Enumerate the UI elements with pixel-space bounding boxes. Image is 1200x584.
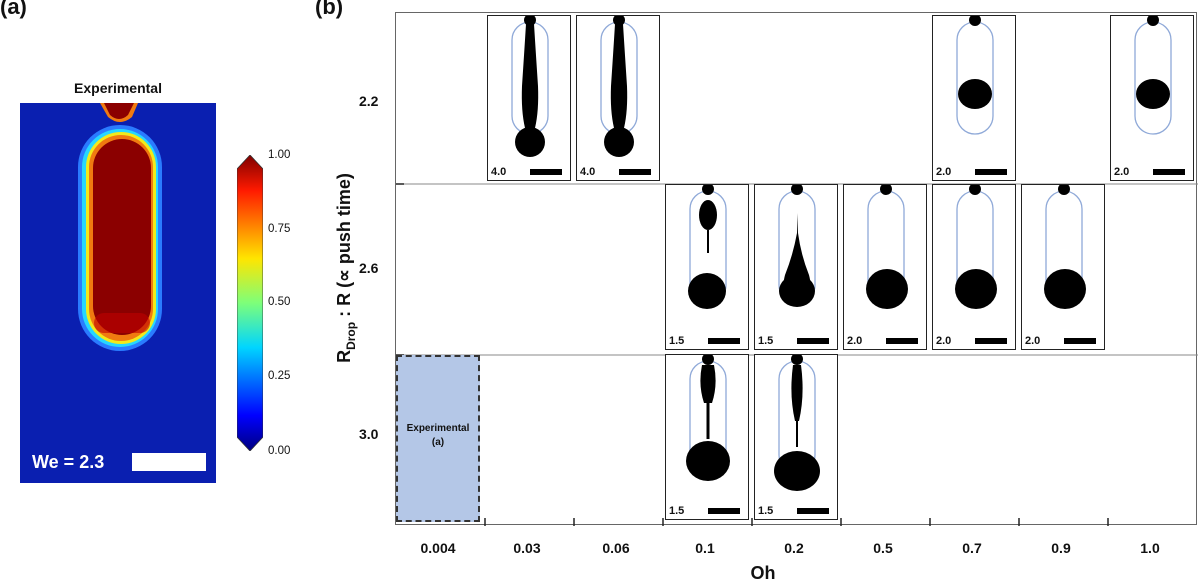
y-axis-title-main: R — [334, 349, 355, 363]
colorbar-tick-label: 0.25 — [268, 370, 291, 382]
tile-scale-bar — [1153, 169, 1185, 175]
y-tick-label: 2.6 — [359, 260, 379, 276]
x-tick-label: 0.004 — [420, 540, 456, 556]
colorbar-tick-label: 1.00 — [268, 149, 291, 161]
weber-number-label: We = 2.3 — [32, 452, 105, 472]
simulation-tile: 2.0 — [1110, 15, 1194, 181]
droplet-shape — [956, 16, 994, 135]
simulation-tile: 4.0 — [487, 15, 571, 181]
x-tick-label: 0.7 — [962, 540, 982, 556]
x-axis-title: Oh — [750, 563, 776, 583]
y-tick-label: 3.0 — [359, 426, 379, 442]
tile-scale-value: 2.0 — [1025, 335, 1041, 347]
x-tick-label: 0.9 — [1051, 540, 1071, 556]
tile-scale-value: 1.5 — [669, 505, 685, 517]
droplet-shape — [511, 16, 549, 157]
experimental-title: Experimental — [74, 80, 162, 96]
tile-scale-bar — [886, 338, 918, 344]
tile-scale-bar — [975, 338, 1007, 344]
colorbar-tick-label: 0.00 — [268, 445, 291, 457]
droplet-shape — [774, 355, 820, 491]
tile-scale-bar — [708, 508, 740, 514]
panel-a-label: (a) — [0, 0, 27, 19]
tile-scale-bar — [708, 338, 740, 344]
tile-scale-value: 4.0 — [491, 166, 507, 178]
experimental-box-line1: Experimental — [406, 423, 470, 434]
colorbar-tick-label: 0.75 — [268, 223, 291, 235]
x-tick-label: 0.1 — [695, 540, 715, 556]
tile-scale-bar — [1064, 338, 1096, 344]
x-tick-label: 0.06 — [602, 540, 630, 556]
tile-scale-bar — [975, 169, 1007, 175]
experimental-heatmap: We = 2.3 — [20, 103, 216, 483]
simulation-tile: 1.5 — [754, 354, 838, 520]
droplet-shape — [688, 185, 727, 309]
tile-scale-value: 1.5 — [758, 505, 774, 517]
colorbar — [236, 154, 264, 452]
tile-scale-value: 1.5 — [669, 335, 685, 347]
simulation-tile: 2.0 — [932, 15, 1016, 181]
experimental-reference-box: Experimental (a) — [396, 355, 480, 522]
tile-scale-value: 1.5 — [758, 335, 774, 347]
x-tick-label: 0.5 — [873, 540, 893, 556]
droplet-shape — [866, 185, 908, 309]
tile-scale-bar — [619, 169, 651, 175]
y-tick-label: 2.2 — [359, 93, 379, 109]
droplet-shape — [600, 16, 638, 157]
panel-b-label: (b) — [315, 0, 344, 19]
droplet-shape — [778, 185, 816, 307]
tile-scale-value: 4.0 — [580, 166, 596, 178]
droplet-shape — [955, 185, 997, 309]
x-tick-label: 0.2 — [784, 540, 804, 556]
droplet-shape — [686, 355, 730, 481]
tile-scale-bar — [797, 508, 829, 514]
tile-scale-bar — [530, 169, 562, 175]
simulation-tile: 2.0 — [1021, 184, 1105, 350]
tile-scale-bar — [797, 338, 829, 344]
x-tick-label: 0.03 — [513, 540, 541, 556]
tile-scale-value: 2.0 — [936, 335, 952, 347]
experimental-box-line2: (a) — [431, 437, 445, 448]
tile-scale-value: 2.0 — [936, 166, 952, 178]
colorbar-tick-label: 0.50 — [268, 296, 291, 308]
droplet-shape — [1044, 185, 1086, 309]
y-axis-title: RDrop : R (∝ push time) — [334, 173, 358, 363]
droplet-shape — [1134, 16, 1172, 135]
scale-bar — [132, 453, 206, 471]
simulation-tile: 2.0 — [843, 184, 927, 350]
y-axis-title-rest: : R (∝ push time) — [334, 173, 355, 322]
simulation-tile: 2.0 — [932, 184, 1016, 350]
simulation-tile: 1.5 — [665, 184, 749, 350]
x-tick-label: 1.0 — [1140, 540, 1160, 556]
simulation-tile: 1.5 — [754, 184, 838, 350]
simulation-tile: 1.5 — [665, 354, 749, 520]
simulation-tile: 4.0 — [576, 15, 660, 181]
y-axis-title-sub: Drop — [343, 321, 358, 350]
tile-scale-value: 2.0 — [1114, 166, 1130, 178]
tile-scale-value: 2.0 — [847, 335, 863, 347]
